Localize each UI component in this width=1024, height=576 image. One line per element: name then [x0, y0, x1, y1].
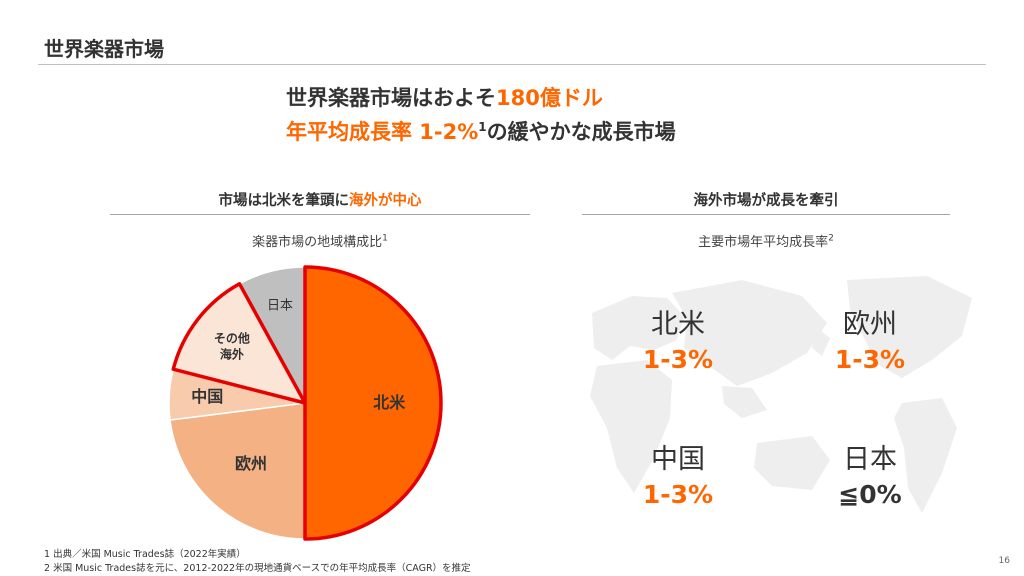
footnote-1: 1 出典／米国 Music Trades誌（2022年実績）	[44, 549, 246, 560]
south-america-landmass	[894, 398, 957, 513]
region-japan: 日本 ≦0%	[810, 437, 930, 509]
highlight-outline-0	[303, 265, 443, 541]
left-section-title-text: 市場は北米を筆頭に	[218, 193, 350, 209]
right-section-subtitle-text: 主要市場年平均成長率	[698, 235, 829, 250]
southeast-asia-landmass	[722, 386, 767, 418]
region-name: 北米	[651, 309, 705, 340]
left-section-subtitle-text: 楽器市場の地域構成比	[252, 235, 383, 250]
world-map-background	[590, 276, 972, 513]
region-growth-value: ≦0%	[838, 480, 902, 509]
left-section-subtitle: 楽器市場の地域構成比1	[110, 231, 530, 250]
left-section-divider	[110, 214, 530, 215]
page-number: 16	[998, 556, 1010, 566]
headline-line-1: 世界楽器市場はおよそ180億ドル	[286, 82, 603, 112]
headline-line-2: 年平均成長率 1-2%1の緩やかな成長市場	[286, 116, 676, 146]
pie-slice-label-2: 中国	[191, 386, 223, 405]
region-china: 中国 1-3%	[618, 437, 738, 509]
pie-slice-label-1: 欧州	[235, 454, 267, 473]
footnote-ref: 2	[828, 233, 834, 244]
region-north-america: 北米 1-3%	[618, 302, 738, 374]
australia-landmass	[754, 436, 830, 490]
footnote-ref: 1	[478, 120, 487, 134]
market-size-highlight: 180億ドル	[496, 86, 603, 110]
asia-landmass	[672, 280, 827, 386]
headline-line-1-text: 世界楽器市場はおよそ	[286, 86, 496, 110]
headline-line-2-text: の緩やかな成長市場	[486, 120, 676, 144]
region-growth-value: 1-3%	[834, 345, 906, 374]
africa-landmass	[590, 360, 672, 493]
europe-landmass	[592, 296, 684, 360]
left-section-title: 市場は北米を筆頭に海外が中心	[110, 189, 530, 210]
growth-rate-highlight: 年平均成長率 1-2%	[286, 120, 479, 144]
north-america-landmass	[847, 276, 972, 378]
region-name: 欧州	[843, 309, 897, 340]
region-growth-value: 1-3%	[642, 480, 714, 509]
pie-slice-label-4: 日本	[267, 298, 293, 313]
left-section-title-accent: 海外が中心	[349, 193, 422, 209]
region-europe: 欧州 1-3%	[810, 302, 930, 374]
pie-slice-label-0: 北米	[373, 393, 406, 412]
footnote-ref: 1	[382, 233, 388, 244]
right-section-divider	[582, 214, 950, 215]
pie-slice-1	[169, 402, 306, 540]
title-divider	[38, 64, 986, 65]
region-name: 中国	[651, 444, 705, 475]
highlight-outline-1	[171, 282, 307, 405]
page-title: 世界楽器市場	[44, 37, 164, 61]
footnote-2: 2 米国 Music Trades誌を元に、2012-2022年の現地通貨ベース…	[44, 563, 471, 574]
region-growth-value: 1-3%	[642, 345, 714, 374]
right-section-title: 海外市場が成長を牽引	[693, 193, 839, 209]
right-section-subtitle: 主要市場年平均成長率2	[582, 231, 950, 250]
japan-landmass	[812, 328, 830, 356]
region-name: 日本	[843, 444, 897, 475]
pie-slice-label-3: その他海外	[214, 330, 250, 361]
